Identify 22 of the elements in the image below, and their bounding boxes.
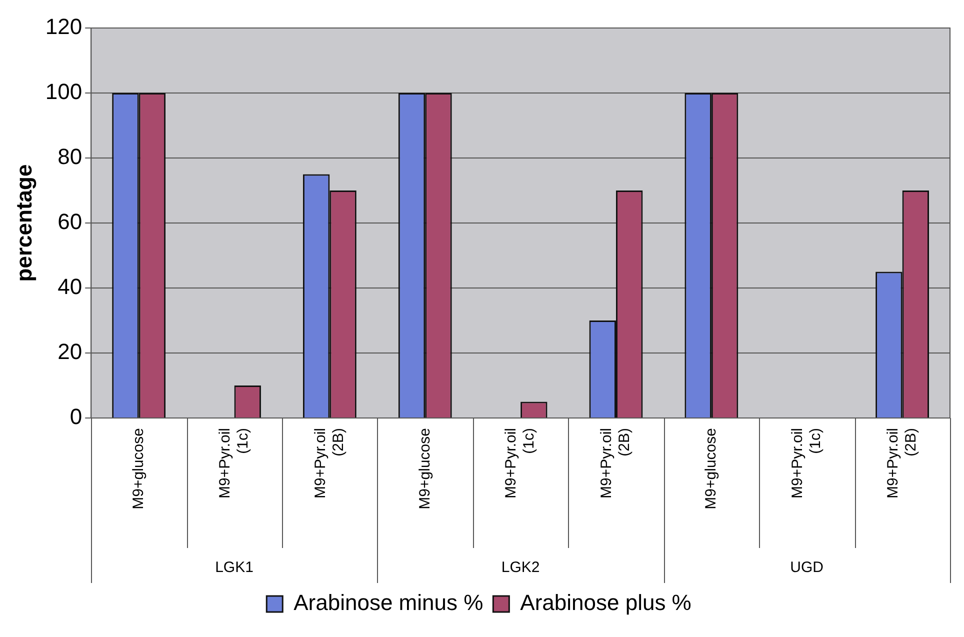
text: LGK2 bbox=[501, 559, 540, 576]
y-tick-label: 20 bbox=[58, 339, 82, 364]
text: UGD bbox=[790, 559, 824, 576]
legend-label: Arabinose minus % bbox=[294, 590, 484, 616]
text: LGK1 bbox=[215, 559, 254, 576]
x-tick-label: M9+Pyr.oil (2B) bbox=[884, 428, 920, 498]
y-tick-label: 120 bbox=[45, 14, 82, 40]
x-tick-label: M9+glucose bbox=[130, 428, 147, 510]
y-tick-label: 80 bbox=[58, 144, 82, 170]
y-axis-title: percentage bbox=[11, 164, 36, 282]
x-tick-label: M9+glucose bbox=[416, 428, 434, 510]
y-tick-label: 100 bbox=[45, 79, 82, 104]
y-tick-label: 40 bbox=[58, 274, 82, 300]
y-tick-label: 0 bbox=[70, 404, 82, 430]
x-tick-label: M9+Pyr.oil (1c) bbox=[502, 428, 538, 498]
x-tick-label: M9+Pyr.oil (1c) bbox=[788, 428, 824, 498]
legend-label: Arabinose plus % bbox=[520, 590, 692, 616]
x-tick-label: M9+Pyr.oil (2B) bbox=[312, 428, 347, 498]
y-tick-label: 60 bbox=[58, 209, 82, 234]
x-tick-label: M9+glucose bbox=[702, 428, 720, 510]
x-tick-label: M9+Pyr.oil (2B) bbox=[598, 428, 634, 498]
x-tick-label: M9+Pyr.oil (1c) bbox=[216, 428, 252, 498]
